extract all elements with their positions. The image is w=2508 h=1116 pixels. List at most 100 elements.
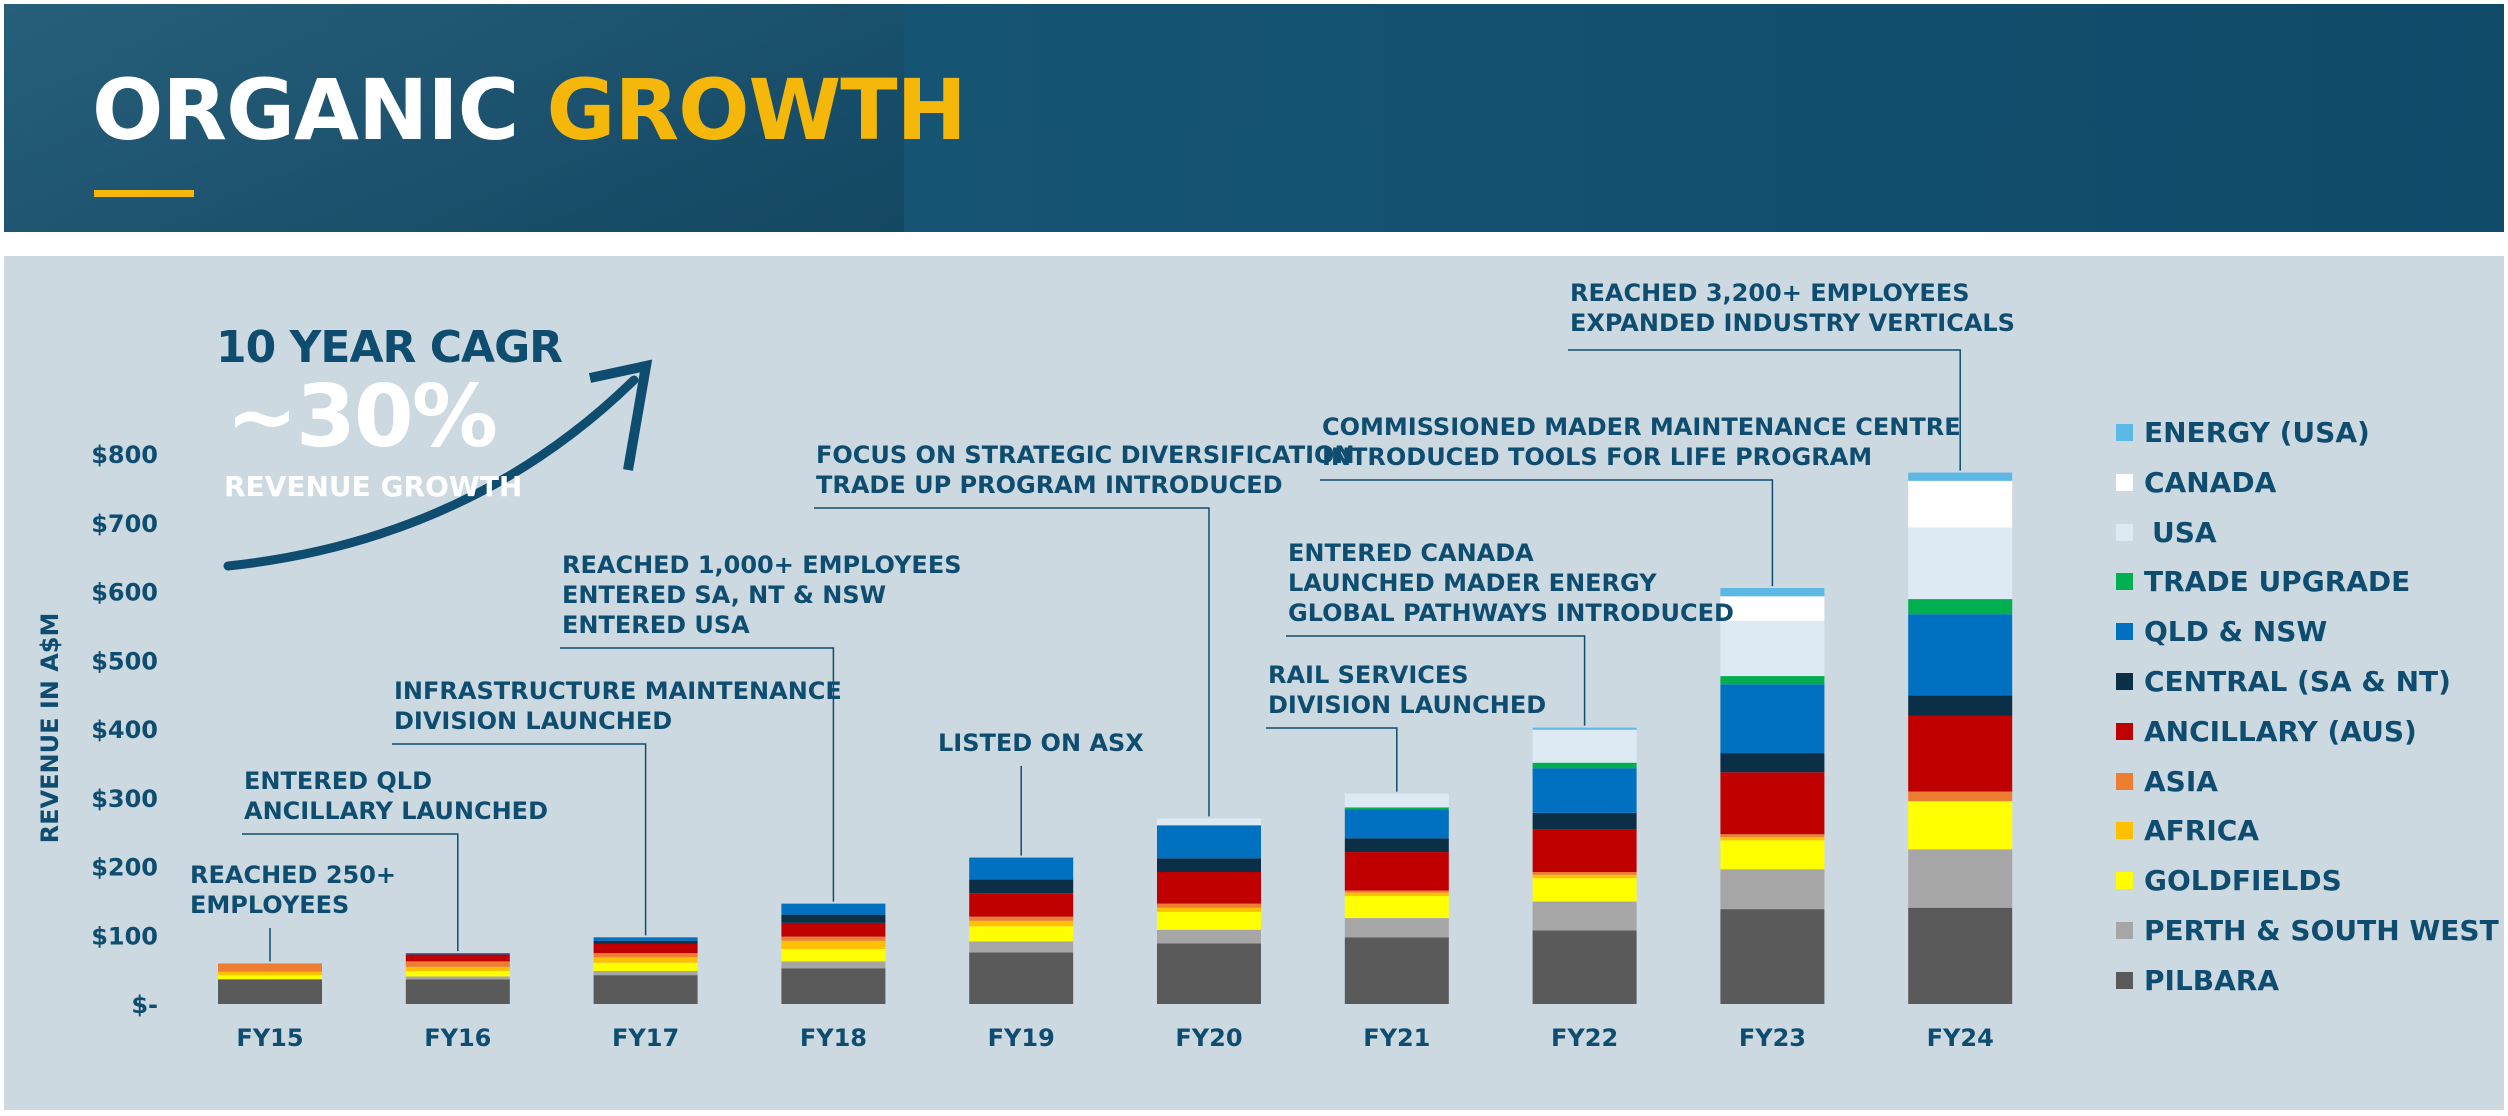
- annotation-line: GLOBAL PATHWAYS INTRODUCED: [1288, 599, 1734, 627]
- bar-segment-fy24-goldfields: [1908, 801, 2013, 850]
- x-tick-label: FY18: [800, 1024, 867, 1052]
- bar-segment-fy23-africa: [1720, 836, 1825, 841]
- x-tick-label: FY19: [988, 1024, 1055, 1052]
- bar-segment-fy18-perth-south-west: [781, 961, 886, 969]
- annotation-line: REACHED 1,000+ EMPLOYEES: [562, 551, 962, 579]
- bar-segment-fy23-canada: [1720, 596, 1825, 622]
- bar-segment-fy21-trade-upgrade: [1344, 807, 1449, 810]
- legend-label: ENERGY (USA): [2144, 416, 2370, 449]
- bar-segment-fy22-trade-upgrade: [1532, 762, 1637, 769]
- bar-segment-fy20-goldfields: [1157, 911, 1261, 930]
- bar-segment-fy16-ancillary-aus-: [405, 954, 510, 962]
- legend-label: ANCILLARY (AUS): [2144, 714, 2417, 748]
- bar-segment-fy20-pilbara: [1157, 943, 1261, 1004]
- bar-segment-fy22-asia: [1532, 872, 1637, 875]
- bar-segment-fy20-africa: [1157, 907, 1261, 912]
- annotation-line: TRADE UP PROGRAM INTRODUCED: [816, 471, 1283, 499]
- bar-segment-fy17-asia: [593, 953, 698, 958]
- annotation-leader-fy21: [1266, 727, 1398, 792]
- annotation-line: ENTERED CANADA: [1288, 539, 1534, 567]
- bar-segment-fy23-usa: [1720, 621, 1825, 677]
- legend-label: QLD & NSW: [2144, 615, 2328, 649]
- legend-swatch: [2116, 573, 2133, 591]
- annotation-leader-fy22: [1286, 635, 1586, 726]
- annotation-line: REACHED 250+: [190, 861, 397, 889]
- bar-segment-fy23-qld-nsw: [1720, 684, 1825, 754]
- cagr-arrowhead-icon: [588, 359, 653, 471]
- legend-label: PERTH & SOUTH WEST: [2144, 914, 2499, 947]
- bar-segment-fy23-pilbara: [1720, 909, 1825, 1004]
- bar-segment-fy15-pilbara: [218, 979, 322, 1004]
- annotation-line: ANCILLARY LAUNCHED: [244, 797, 548, 825]
- bar-segment-fy20-perth-south-west: [1157, 929, 1261, 944]
- bar-segment-fy19-ancillary-aus-: [969, 893, 1074, 917]
- x-tick-label: FY16: [424, 1024, 491, 1052]
- bar-segment-fy20-usa: [1157, 818, 1261, 826]
- x-tick-label: FY21: [1363, 1024, 1430, 1052]
- y-tick-label: $400: [91, 716, 158, 744]
- bar-segment-fy15-goldfields: [218, 975, 322, 980]
- y-tick-label: $800: [91, 441, 158, 469]
- bar-segment-fy16-perth-south-west: [405, 976, 510, 980]
- bar-segment-fy22-perth-south-west: [1532, 901, 1637, 931]
- annotation-line: ENTERED USA: [562, 611, 750, 639]
- cagr-arrow-icon: [223, 375, 639, 571]
- y-tick-label: $100: [91, 922, 158, 950]
- bar-segment-fy19-perth-south-west: [969, 941, 1074, 953]
- bar-segment-fy18-ancillary-aus-: [781, 922, 886, 937]
- bar-segment-fy22-central-sa-nt-: [1532, 812, 1637, 830]
- y-tick-label: $600: [91, 579, 158, 607]
- legend-swatch: [2116, 673, 2133, 690]
- bar-segment-fy24-usa: [1908, 527, 2013, 600]
- bar-segment-fy23-perth-south-west: [1720, 869, 1825, 910]
- bar-segment-fy23-asia: [1720, 834, 1825, 837]
- bar-segment-fy21-usa: [1344, 793, 1449, 808]
- page-title: ORGANIC GROWTH: [92, 68, 967, 152]
- annotation-fy16: ENTERED QLD ANCILLARY LAUNCHED: [244, 766, 548, 826]
- bar-segment-fy17-qld-nsw: [593, 937, 698, 941]
- legend-label: TRADE UPGRADE: [2144, 565, 2411, 599]
- bar-segment-fy19-central-sa-nt-: [969, 879, 1074, 894]
- legend-label: AFRICA: [2144, 814, 2259, 848]
- bar-segment-fy21-asia: [1344, 890, 1449, 893]
- bar-segment-fy19-asia: [969, 916, 1074, 921]
- bar-segment-fy22-africa: [1532, 874, 1637, 879]
- bar-segment-fy22-goldfields: [1532, 878, 1637, 902]
- annotation-line: RAIL SERVICES: [1268, 661, 1469, 689]
- legend-swatch: [2116, 822, 2133, 840]
- bar-segment-fy21-perth-south-west: [1344, 918, 1449, 938]
- annotation-fy23: COMMISSIONED MADER MAINTENANCE CENTRE INT…: [1322, 412, 1961, 472]
- legend-swatch: [2116, 623, 2133, 641]
- legend-label: CENTRAL (SA & NT): [2144, 665, 2451, 698]
- x-tick-label: FY20: [1175, 1024, 1242, 1052]
- bar-segment-fy24-canada: [1908, 480, 2013, 528]
- bar-segment-fy24-qld-nsw: [1908, 614, 2013, 696]
- y-tick-label: $500: [91, 647, 158, 675]
- annotation-leader-fy17: [392, 743, 647, 936]
- bar-segment-fy22-pilbara: [1532, 930, 1637, 1004]
- annotation-line: INTRODUCED TOOLS FOR LIFE PROGRAM: [1322, 443, 1873, 471]
- legend-label: CANADA: [2144, 465, 2277, 499]
- bar-segment-fy17-central-sa-nt-: [593, 940, 698, 944]
- annotation-line: DIVISION LAUNCHED: [1268, 691, 1547, 719]
- legend-swatch: [2116, 971, 2133, 989]
- bar-segment-fy17-goldfields: [593, 962, 698, 971]
- annotation-line: LISTED ON ASX: [938, 729, 1144, 757]
- bar-segment-fy19-qld-nsw: [969, 857, 1074, 880]
- annotation-leader-fy20: [814, 507, 1210, 817]
- annotation-fy22: ENTERED CANADA LAUNCHED MADER ENERGY GLOBA…: [1288, 538, 1734, 628]
- bar-segment-fy23-trade-upgrade: [1720, 676, 1825, 685]
- annotation-line: COMMISSIONED MADER MAINTENANCE CENTRE: [1322, 413, 1961, 441]
- bar-segment-fy22-usa: [1532, 729, 1637, 763]
- bar-segment-fy18-pilbara: [781, 968, 886, 1004]
- bar-segment-fy19-africa: [969, 920, 1074, 927]
- legend-label: GOLDFIELDS: [2144, 864, 2342, 898]
- bar-segment-fy23-ancillary-aus-: [1720, 772, 1825, 835]
- bar-segment-fy22-ancillary-aus-: [1532, 829, 1637, 872]
- title-underline: [94, 190, 194, 197]
- bar-segment-fy21-central-sa-nt-: [1344, 838, 1449, 853]
- bar-segment-fy17-perth-south-west: [593, 971, 698, 976]
- legend-swatch: [2116, 872, 2133, 890]
- annotation-fy19: LISTED ON ASX: [938, 728, 1144, 758]
